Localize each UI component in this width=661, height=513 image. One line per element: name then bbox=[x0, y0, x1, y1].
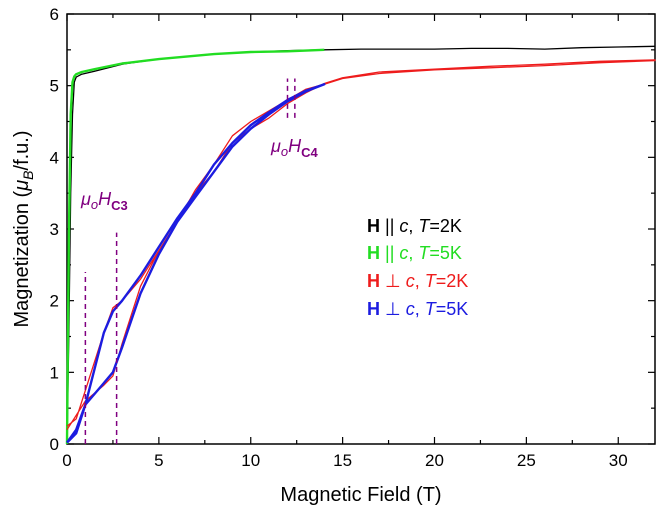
series-line-0 bbox=[66, 45, 656, 445]
x-axis-ticks: 0 5 10 15 20 25 30 bbox=[62, 14, 628, 470]
x-tick-label: 10 bbox=[241, 451, 260, 470]
y-tick-label: 0 bbox=[50, 435, 59, 454]
x-tick-label: 0 bbox=[62, 451, 71, 470]
x-tick-label: 20 bbox=[425, 451, 444, 470]
x-tick-label: 15 bbox=[333, 451, 352, 470]
y-axis-title: Magnetization (μB/f.u.) bbox=[11, 130, 36, 327]
series-line-2 bbox=[66, 59, 656, 431]
y-tick-label: 5 bbox=[50, 77, 59, 96]
annotation-hc3-label: μoHC3 bbox=[80, 189, 128, 213]
annotation-layer bbox=[84, 78, 296, 444]
y-axis-title-post: /f.u.) bbox=[11, 130, 33, 170]
annotation-hc4-label: μoHC4 bbox=[270, 136, 318, 160]
legend-entry-1: H || c, T=5K bbox=[367, 243, 462, 263]
legend-entry-2: H ⊥ c, T=2K bbox=[367, 271, 468, 291]
y-axis-title-sub: B bbox=[20, 170, 36, 179]
legend-entry-0: H || c, T=2K bbox=[367, 216, 462, 236]
y-tick-label: 4 bbox=[50, 148, 59, 167]
legend-entry-3: H ⊥ c, T=5K bbox=[367, 299, 468, 319]
x-axis-title: Magnetic Field (T) bbox=[280, 484, 441, 506]
series-line-3 bbox=[66, 82, 326, 444]
y-axis-ticks: 0 1 2 3 4 5 6 bbox=[50, 5, 655, 454]
y-tick-label: 6 bbox=[50, 5, 59, 24]
y-tick-label: 1 bbox=[50, 363, 59, 382]
y-tick-label: 2 bbox=[50, 292, 59, 311]
series-line-1 bbox=[65, 48, 325, 445]
legend: H || c, T=2K H || c, T=5K H ⊥ c, T=2K H … bbox=[367, 216, 468, 319]
x-tick-label: 30 bbox=[609, 451, 628, 470]
y-tick-label: 3 bbox=[50, 220, 59, 239]
x-tick-label: 5 bbox=[154, 451, 163, 470]
y-axis-title-pre: Magnetization ( bbox=[11, 190, 33, 327]
series-layer bbox=[65, 45, 656, 445]
plot-frame bbox=[66, 13, 656, 445]
x-tick-label: 25 bbox=[517, 451, 536, 470]
y-axis-title-mu: μ bbox=[11, 180, 33, 192]
